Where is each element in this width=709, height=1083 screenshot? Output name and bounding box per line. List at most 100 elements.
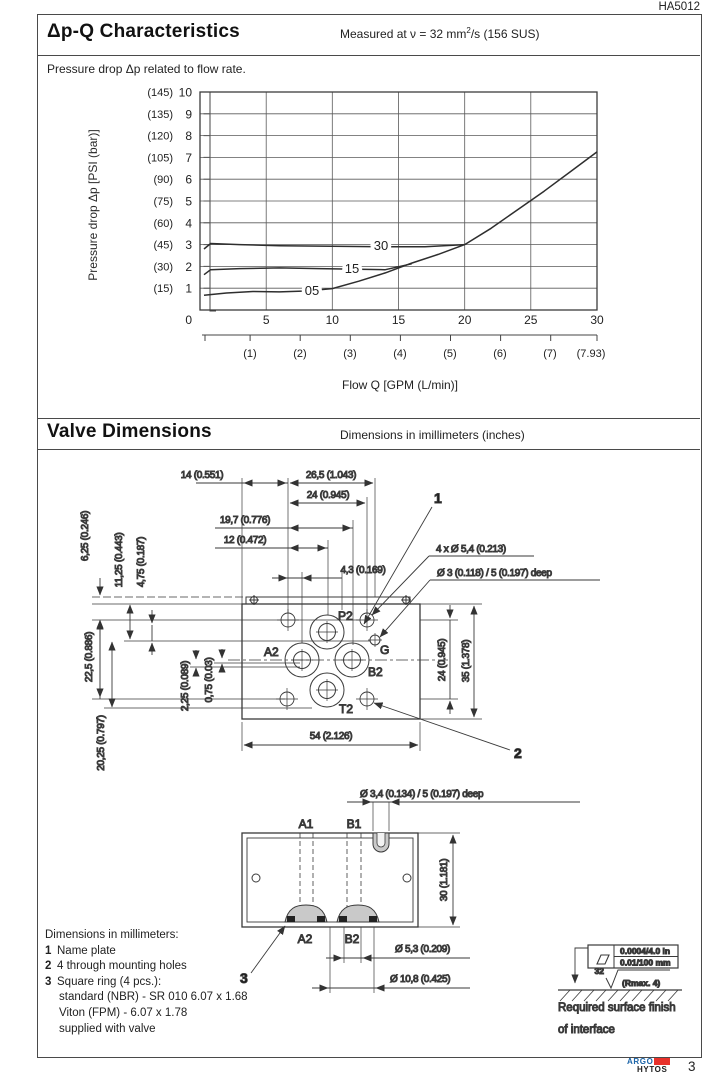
svg-text:(7): (7): [543, 348, 556, 360]
origin-label: 0: [185, 313, 192, 327]
dpq-chart: Pressure drop Δp [PSI (bar)] (145) (135)…: [86, 86, 605, 393]
curve-label-05: 05: [305, 283, 319, 298]
svg-text:(4): (4): [393, 348, 406, 360]
port-label-b2: B2: [368, 665, 383, 679]
svg-text:(145): (145): [147, 87, 173, 99]
psi-bracket: [203, 91, 216, 312]
svg-text:1: 1: [185, 282, 192, 296]
port-label-g: G: [380, 643, 389, 657]
argo-hytos-logo: ARGO HYTOS: [627, 1058, 685, 1074]
right-dims: [420, 603, 482, 720]
side-hole-right: [402, 873, 412, 883]
measured-prefix: Measured at ν = 32 mm: [340, 27, 467, 41]
note-text-3: Square ring (4 pcs.):: [57, 975, 162, 988]
callout-3-leader: [250, 925, 286, 974]
dim-35: 35 (1.378): [461, 640, 472, 683]
dim-24-right: 24 (0.945): [437, 639, 448, 682]
svg-text:(30): (30): [153, 261, 173, 273]
svg-text:(15): (15): [153, 283, 173, 295]
gpm-ticks: (1) (2) (3) (4) (5) (6) (7) (7.93): [243, 348, 605, 360]
svg-text:(6): (6): [493, 348, 506, 360]
notes-heading: Dimensions in millimeters:: [45, 929, 179, 941]
dim-2-25: 2,25 (0.089): [180, 661, 191, 711]
dim-header-band: [37, 418, 700, 450]
svg-text:10: 10: [326, 313, 340, 327]
note-cont-2: Viton (FPM) - 6.07 x 1.78: [59, 1006, 188, 1019]
note-num-1: 1: [45, 944, 52, 957]
dim-22-5: 22,5 (0.886): [84, 632, 95, 682]
curve-label-15: 15: [345, 261, 359, 276]
svg-text:6: 6: [185, 173, 192, 187]
notes-block: Dimensions in millimeters: 1 Name plate 2…: [45, 928, 345, 1037]
locating-slot-inner: [376, 833, 386, 848]
square-ring-seals: [287, 916, 377, 922]
dim-6-25: 6,25 (0.246): [80, 511, 91, 561]
dim-5-3: Ø 5,3 (0.209): [395, 944, 450, 955]
valve-body-top-view: [241, 603, 421, 720]
surface-caption-1: Required surface finish: [558, 1002, 676, 1014]
svg-text:(2): (2): [293, 348, 306, 360]
dim-section-subtitle: Dimensions in imillimeters (inches): [340, 428, 525, 442]
curve-labels: 05 15 30: [301, 235, 391, 302]
chart-xlabel: Flow Q [GPM (L/min)]: [342, 378, 458, 392]
valve-drawings: 14 (0.551) 26,5 (1.043) 24 (0.945) 19,7 …: [80, 470, 682, 1037]
dpq-header-band: [37, 14, 700, 56]
svg-text:(120): (120): [147, 131, 173, 143]
dim-24-top: 24 (0.945): [307, 490, 350, 501]
port-axis-dashed: [299, 833, 362, 918]
plot-frame: [199, 91, 598, 311]
svg-text:20: 20: [458, 313, 472, 327]
measured-suffix: /s (156 SUS): [470, 27, 540, 41]
dim-section-title: Valve Dimensions: [47, 421, 212, 442]
hatching: [559, 989, 679, 1002]
dim-19-7: 19,7 (0.776): [220, 515, 270, 526]
surface-caption-2: of interface: [558, 1024, 615, 1036]
dim-0-75: 0,75 (0.03): [204, 657, 215, 702]
svg-text:3: 3: [185, 238, 192, 252]
document-code: HA5012: [658, 1, 700, 13]
note-item-3: 3 Square ring (4 pcs.):: [45, 975, 345, 991]
label-b2: B2: [345, 932, 360, 946]
note-cont-1: standard (NBR) - SR 010 6.07 x 1.68: [59, 991, 248, 1004]
callout-3: 3: [240, 970, 248, 986]
chart-yticks-bar: 10 9 8 7 6 5 4 3 2 1 0: [179, 86, 193, 328]
dim-4-75: 4,75 (0.187): [136, 537, 147, 587]
svg-text:(3): (3): [343, 348, 356, 360]
slot-dim: [347, 798, 580, 831]
dim-54: 54 (2.126): [310, 731, 353, 742]
side-hole-left: [251, 873, 261, 883]
callout-1: 1: [434, 490, 442, 506]
svg-text:(135): (135): [147, 109, 173, 121]
dim-12: 12 (0.472): [224, 535, 267, 546]
dim-4-3: 4,3 (0.169): [340, 565, 385, 576]
flatness-in: 0.0004/4.0 in: [620, 946, 670, 956]
square-ring-a2: [284, 904, 328, 923]
curve-05: [203, 151, 598, 296]
svg-text:4: 4: [185, 216, 192, 230]
chart-xticks: 5 10 15 20 25 30: [263, 313, 604, 327]
dim-11-25: 11,25 (0.443): [114, 533, 125, 588]
logo-red-block: [654, 1058, 671, 1066]
port-holes: [284, 614, 382, 708]
flatness-icon: [596, 954, 610, 965]
roughness-grade: 32: [595, 966, 605, 976]
svg-text:25: 25: [524, 313, 538, 327]
svg-text:(90): (90): [153, 174, 173, 186]
port-label-t2: T2: [339, 702, 353, 716]
left-dims: [96, 578, 226, 708]
svg-text:10: 10: [179, 86, 193, 100]
left-extension-lines: [92, 603, 370, 709]
svg-text:7: 7: [185, 151, 192, 165]
dpq-measured-note: Measured at ν = 32 mm2/s (156 SUS): [340, 26, 540, 41]
svg-text:(60): (60): [153, 218, 173, 230]
valve-body-side-inner: [246, 837, 414, 923]
svg-text:(45): (45): [153, 240, 173, 252]
port-dia-dims: [312, 927, 470, 993]
square-ring-b2: [336, 904, 380, 923]
dim-26-5: 26,5 (1.043): [306, 470, 356, 481]
bottom-dim: [241, 722, 421, 751]
measured-sup: 2: [466, 26, 471, 35]
svg-text:(1): (1): [243, 348, 256, 360]
logo-line1: ARGO: [627, 1057, 654, 1066]
